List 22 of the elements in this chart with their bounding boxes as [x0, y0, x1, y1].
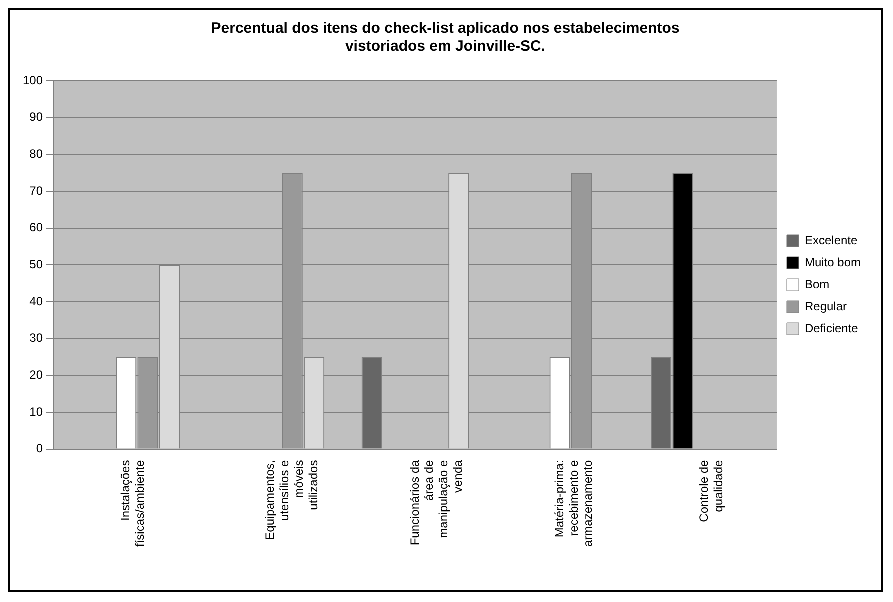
y-tick-label: 20: [30, 368, 44, 382]
legend-label: Muito bom: [804, 255, 862, 270]
x-tick-label: Matéria-prima: recebimento e armazenamento: [552, 460, 596, 548]
chart-title: Percentual dos itens do check-list aplicado nos estabelecimentos vistoriados em Joinville-SC.: [211, 20, 680, 56]
x-tick-label: Funcionários da área de manipulação e venda: [408, 460, 466, 546]
y-tick-label: 0: [36, 442, 44, 456]
y-tick-label: 30: [30, 331, 44, 346]
legend-label: Bom: [804, 277, 830, 292]
legend-label: Excelente: [804, 233, 858, 248]
y-tick-label: 100: [22, 73, 44, 88]
x-tick-label: Instalações físicas/ambiente: [118, 460, 148, 548]
x-tick-label: Controle de qualidade: [696, 460, 726, 522]
y-tick-label: 60: [30, 220, 44, 235]
y-tick-label: 80: [30, 146, 44, 161]
legend-label: Regular: [804, 299, 848, 314]
legend-label: Deficiente: [804, 321, 859, 336]
y-tick-label: 10: [30, 404, 44, 419]
y-tick-label: 90: [30, 110, 44, 124]
y-tick-label: 40: [30, 294, 44, 308]
y-tick-label: 70: [30, 184, 44, 198]
y-tick-label: 50: [30, 257, 44, 272]
x-tick-label: Equipamentos, utensílios e móveis utilizados: [263, 460, 320, 540]
